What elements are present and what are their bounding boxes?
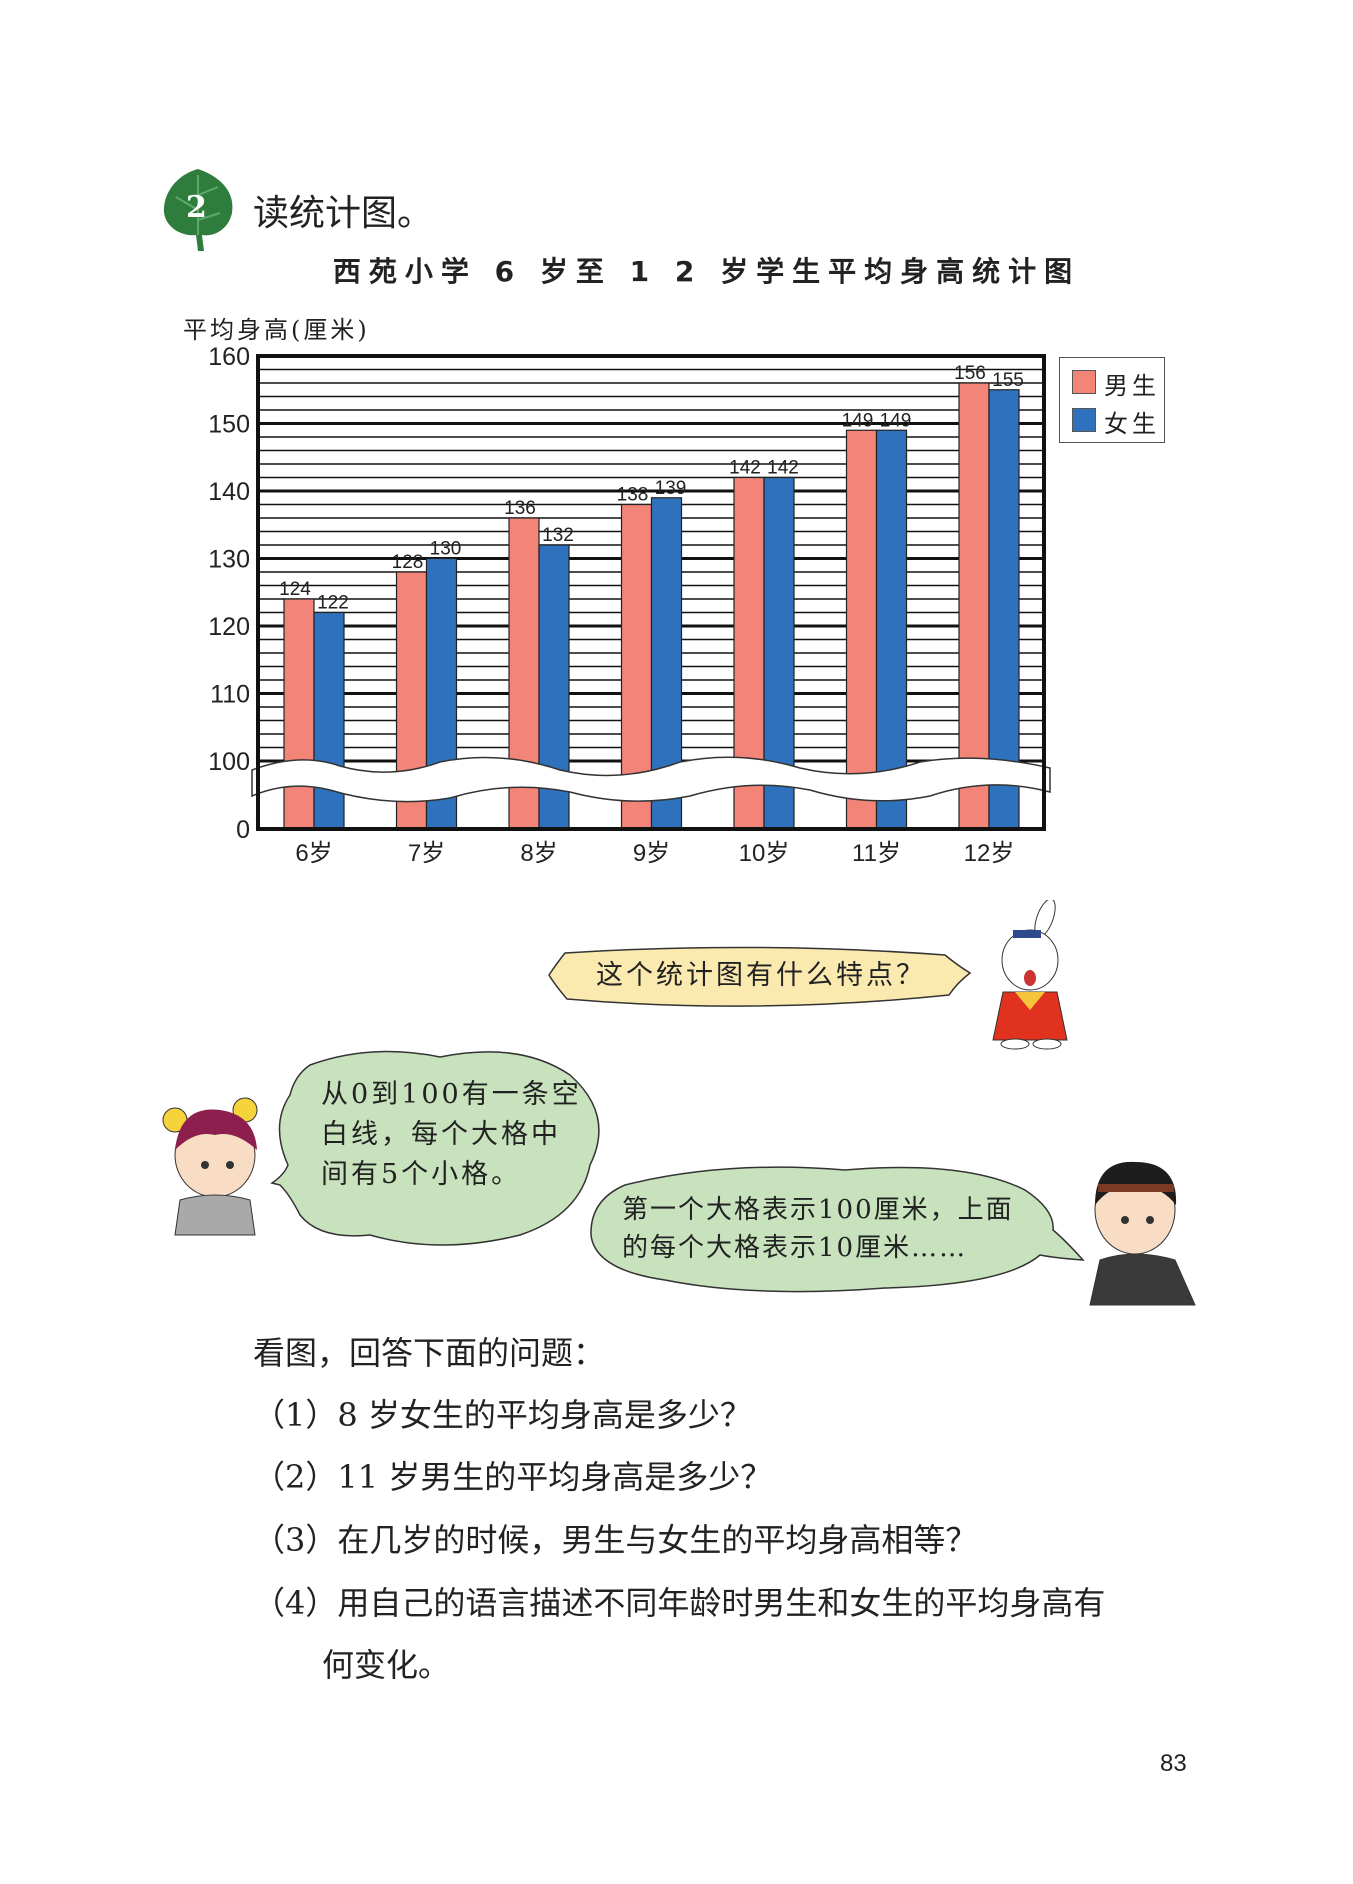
leaf-number-badge: 2	[163, 169, 233, 251]
questions-intro: 看图，回答下面的问题：	[253, 1334, 606, 1372]
bar-value-label: 149	[880, 410, 912, 431]
y-tick-label: 100	[208, 748, 250, 776]
y-axis-label: 平均身高(厘米)	[183, 316, 370, 344]
bar-male	[283, 598, 315, 830]
bar-value-label: 124	[279, 579, 311, 600]
girl-speech-text: 从0到100有一条空 白线，每个大格中 间有5个小格。	[321, 1075, 582, 1195]
axis-break-band	[251, 756, 1051, 803]
bar-female	[313, 611, 345, 830]
rabbit-character-illustration	[992, 900, 1068, 1050]
girl-speech-bubble	[270, 1050, 600, 1246]
exercise-number: 2	[186, 190, 207, 225]
bar-value-label: 138	[617, 485, 649, 506]
y-tick-label: 150	[208, 411, 250, 439]
bar-value-label: 149	[842, 410, 874, 431]
bar-value-label: 136	[504, 498, 536, 519]
bar-male	[958, 382, 990, 830]
y-tick-label: 110	[210, 681, 250, 709]
legend-swatch-female	[1072, 408, 1096, 432]
x-tick-label: 8岁	[520, 840, 557, 867]
bar-value-label: 130	[430, 539, 462, 560]
girl-speech-line: 白线，每个大格中	[321, 1119, 561, 1150]
legend-label-male: 男生	[1104, 372, 1160, 400]
bar-male	[845, 429, 878, 830]
bar-value-label: 139	[655, 478, 687, 499]
bar-value-label: 142	[729, 458, 761, 479]
exercise-heading: 读统计图。	[253, 193, 434, 234]
rabbit-speech-text: 这个统计图有什么特点？	[596, 960, 926, 991]
question-3: （3）在几岁的时候，男生与女生的平均身高相等？	[253, 1521, 978, 1559]
y-tick-label: 130	[208, 546, 250, 574]
bar-value-label: 155	[992, 370, 1024, 391]
plot-frame	[256, 354, 1046, 831]
legend-label-female: 女生	[1104, 410, 1160, 438]
y-tick-label: 120	[208, 613, 250, 641]
y-tick-label: 160	[208, 343, 250, 371]
y-tick-label: 0	[236, 816, 250, 844]
boy-speech-text: 第一个大格表示100厘米，上面 的每个大格表示10厘米……	[622, 1191, 1014, 1267]
legend: 男生 女生	[1059, 357, 1165, 443]
legend-swatch-male	[1072, 370, 1096, 394]
y-tick-label: 140	[208, 478, 250, 506]
x-tick-label: 10岁	[739, 840, 790, 867]
x-tick-label: 11岁	[852, 840, 901, 867]
girl-character-illustration	[162, 1097, 258, 1236]
bar-value-label: 156	[954, 363, 986, 384]
bar-female	[875, 429, 908, 830]
boy-character-illustration	[1089, 1161, 1196, 1306]
question-1: （1）8 岁女生的平均身高是多少？	[253, 1396, 752, 1434]
x-tick-label: 6岁	[295, 840, 332, 867]
chart-title: 西苑小学 6 岁至 1 2 岁学生平均身高统计图	[332, 255, 1081, 288]
bar-female	[988, 389, 1020, 830]
bar-chart: 124 122 6岁 128 130 7岁 136 132 8岁 138 139 9岁 142 142 10…	[208, 343, 1051, 867]
x-tick-label: 12岁	[964, 840, 1015, 867]
bar-value-label: 142	[767, 458, 799, 479]
boy-speech-line: 的每个大格表示10厘米……	[622, 1233, 968, 1263]
question-2: （2）11 岁男生的平均身高是多少？	[253, 1458, 773, 1496]
question-4-continuation: 何变化。	[322, 1646, 451, 1684]
page-number: 83	[1160, 1750, 1187, 1777]
bar-value-label: 122	[317, 593, 349, 614]
girl-speech-line: 间有5个小格。	[321, 1159, 522, 1190]
boy-speech-line: 第一个大格表示100厘米，上面	[622, 1195, 1014, 1225]
bar-value-label: 132	[542, 525, 574, 546]
bar-value-label: 128	[392, 552, 424, 573]
x-tick-label: 7岁	[408, 840, 445, 867]
girl-speech-line: 从0到100有一条空	[321, 1079, 582, 1110]
boy-speech-bubble	[590, 1166, 1085, 1293]
question-4: （4）用自己的语言描述不同年龄时男生和女生的平均身高有	[253, 1584, 1106, 1622]
rabbit-speech-bubble	[548, 946, 972, 1007]
x-tick-label: 9岁	[633, 840, 670, 867]
